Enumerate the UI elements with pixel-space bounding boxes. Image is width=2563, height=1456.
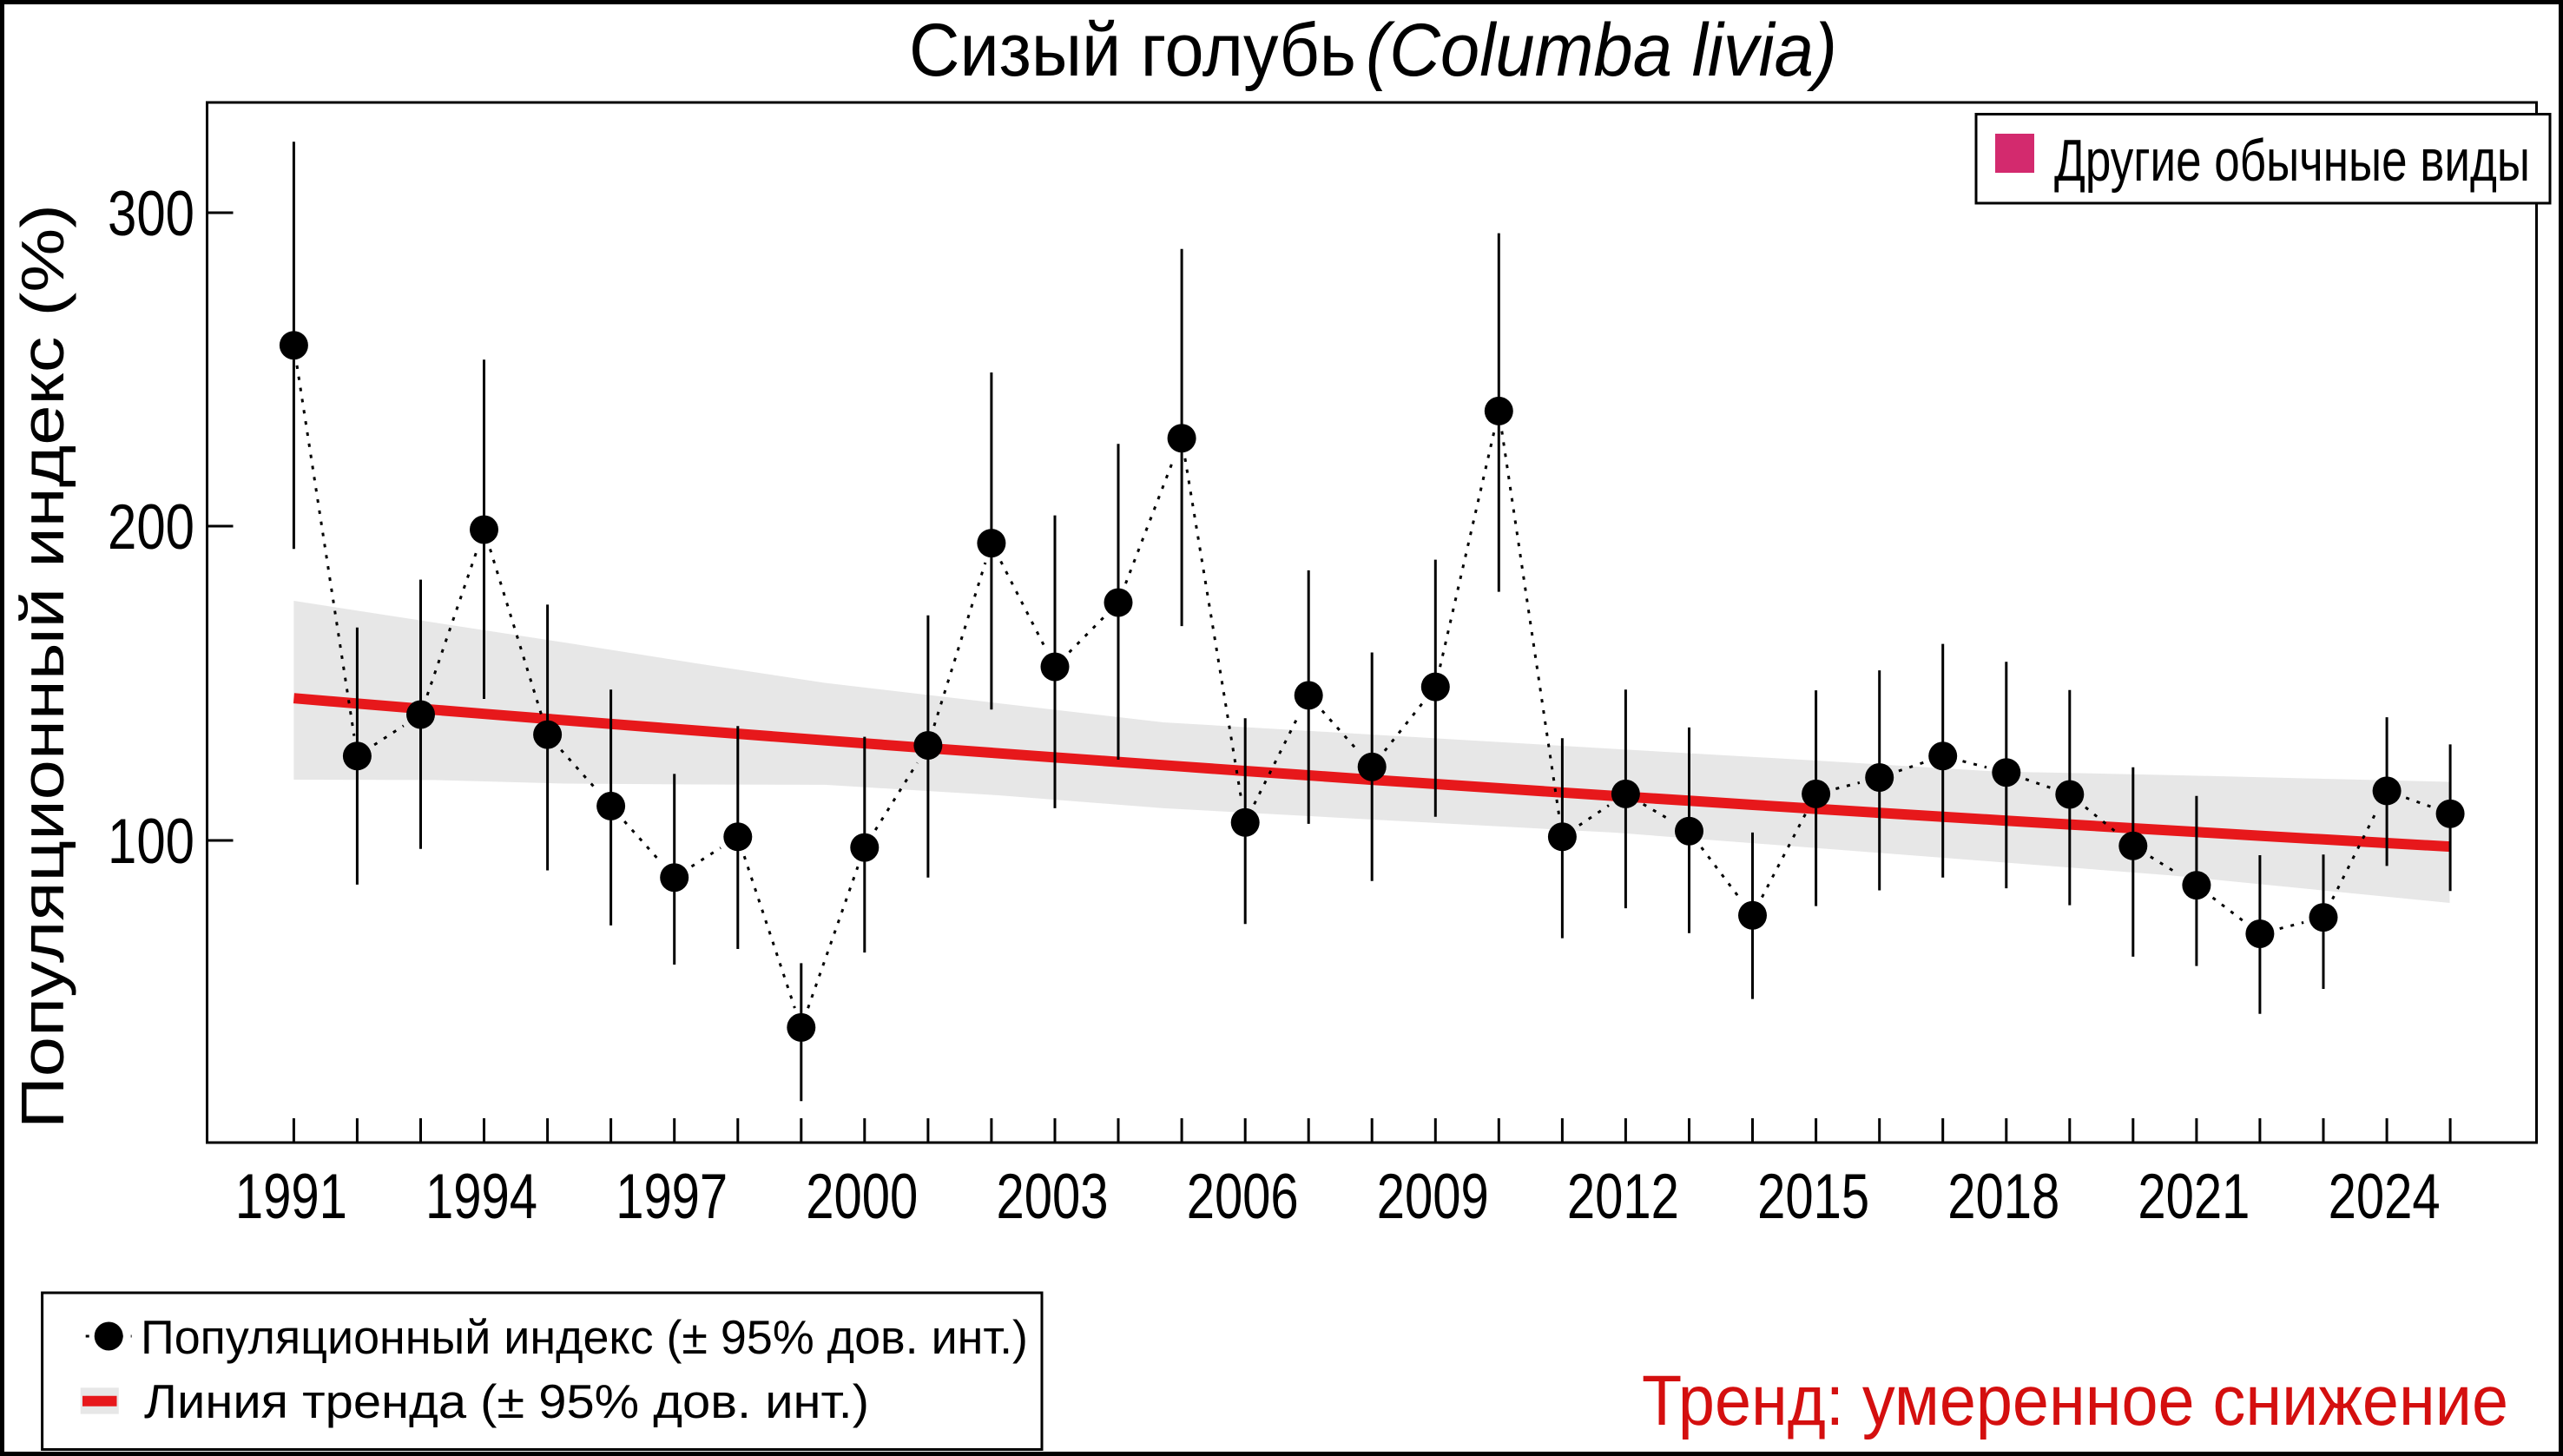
svg-text:2003: 2003 xyxy=(997,1162,1109,1232)
svg-text:Другие обычные виды: Другие обычные виды xyxy=(2054,128,2530,194)
svg-text:200: 200 xyxy=(108,492,194,563)
svg-text:Сизый голубь: Сизый голубь xyxy=(909,9,1356,92)
svg-text:1997: 1997 xyxy=(616,1162,728,1232)
svg-text:2018: 2018 xyxy=(1947,1162,2059,1232)
svg-text:1994: 1994 xyxy=(425,1162,537,1232)
svg-text:Популяционный индекс (%): Популяционный индекс (%) xyxy=(9,204,76,1129)
svg-text:2006: 2006 xyxy=(1187,1162,1299,1232)
svg-text:2000: 2000 xyxy=(806,1162,918,1232)
svg-text:Популяционный индекс (± 95% до: Популяционный индекс (± 95% дов. инт.) xyxy=(141,1310,1028,1364)
svg-text:2012: 2012 xyxy=(1567,1162,1679,1232)
svg-text:2024: 2024 xyxy=(2329,1162,2441,1232)
svg-text:2015: 2015 xyxy=(1757,1162,1869,1232)
svg-text:Тренд: умеренное снижение: Тренд: умеренное снижение xyxy=(1642,1361,2508,1440)
svg-text:2021: 2021 xyxy=(2138,1162,2250,1232)
svg-text:2009: 2009 xyxy=(1377,1162,1489,1232)
svg-text:1991: 1991 xyxy=(235,1162,347,1232)
svg-text:100: 100 xyxy=(108,807,194,877)
svg-text:(Columba livia): (Columba livia) xyxy=(1366,9,1837,92)
svg-text:Линия тренда (± 95% дов. инт.): Линия тренда (± 95% дов. инт.) xyxy=(144,1374,869,1428)
svg-text:300: 300 xyxy=(108,179,194,249)
